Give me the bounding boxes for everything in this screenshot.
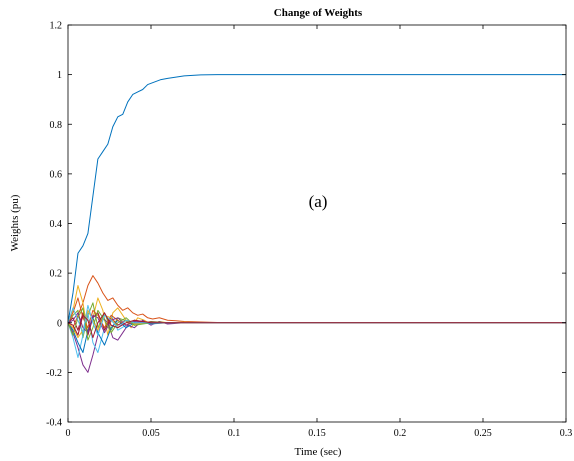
x-tick-label: 0.15: [308, 428, 326, 439]
y-tick-label: -0.2: [46, 368, 62, 379]
y-tick-label: 0.4: [50, 219, 63, 230]
x-tick-label: 0: [66, 428, 71, 439]
y-tick-label: 1.2: [50, 21, 63, 32]
x-tick-label: 0.2: [394, 428, 407, 439]
y-tick-label: 1: [57, 70, 62, 81]
y-tick-label: 0.2: [50, 269, 63, 280]
x-tick-label: 0.05: [142, 428, 160, 439]
annotation-label: (a): [309, 192, 328, 211]
y-tick-label: 0.8: [50, 120, 63, 131]
x-tick-label: 0.3: [560, 428, 573, 439]
x-tick-label: 0.1: [228, 428, 241, 439]
y-tick-label: 0.6: [50, 169, 63, 180]
y-axis-label: Weights (pu): [9, 194, 21, 251]
chart-title: Change of Weights: [274, 7, 363, 19]
x-tick-label: 0.25: [474, 428, 492, 439]
y-tick-label: 0: [57, 318, 62, 329]
y-tick-label: -0.4: [46, 418, 62, 429]
x-axis-label: Time (sec): [295, 446, 342, 458]
